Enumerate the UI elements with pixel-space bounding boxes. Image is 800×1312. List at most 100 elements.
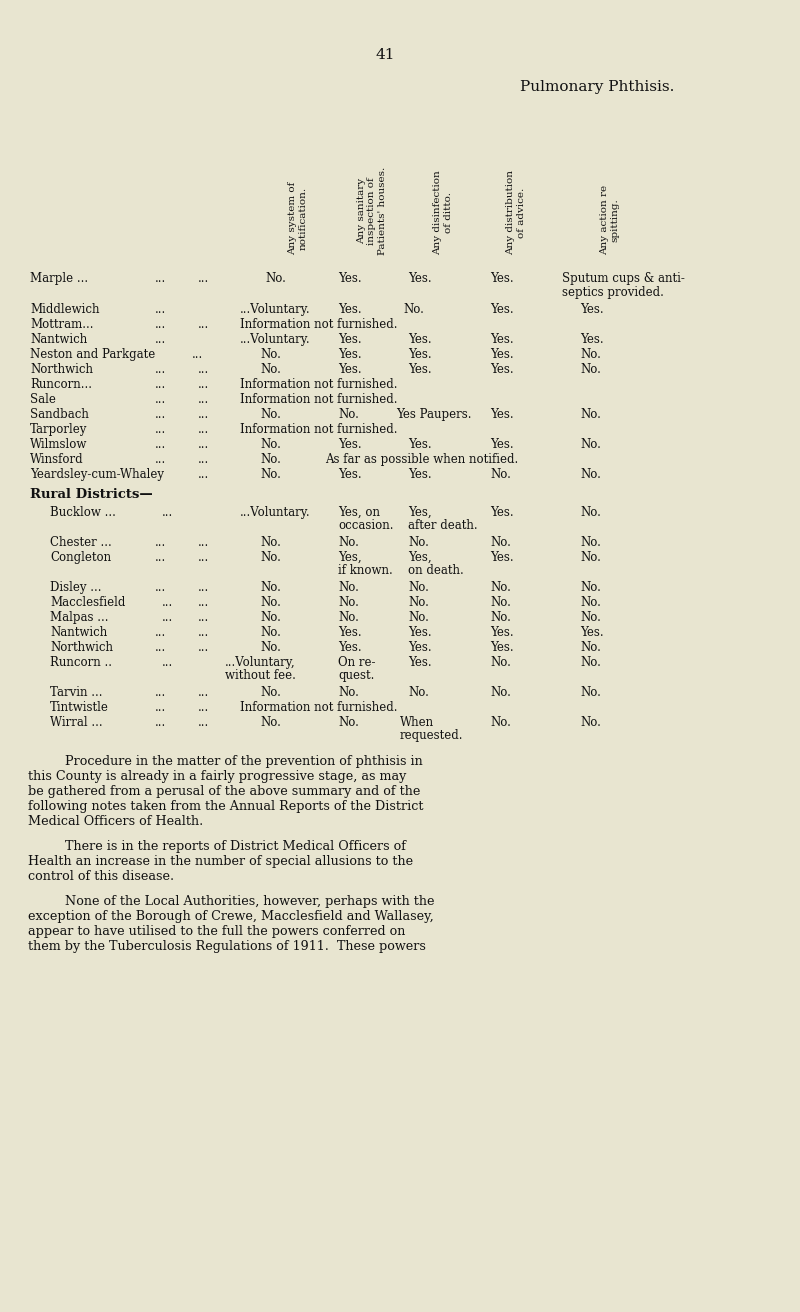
Text: No.: No. — [260, 453, 281, 466]
Text: Yes.: Yes. — [408, 272, 432, 285]
Text: Sputum cups & anti-: Sputum cups & anti- — [562, 272, 685, 285]
Text: ...: ... — [198, 611, 210, 625]
Text: ...: ... — [198, 686, 210, 699]
Text: Pulmonary Phthisis.: Pulmonary Phthisis. — [520, 80, 674, 94]
Text: ...: ... — [155, 333, 166, 346]
Text: Yes.: Yes. — [408, 363, 432, 377]
Text: Sale: Sale — [30, 394, 56, 405]
Text: Yes.: Yes. — [580, 303, 604, 316]
Text: ...: ... — [198, 537, 210, 548]
Text: Sandbach: Sandbach — [30, 408, 89, 421]
Text: Bucklow ...: Bucklow ... — [50, 506, 116, 520]
Text: Yes.: Yes. — [490, 333, 514, 346]
Text: Yes,: Yes, — [408, 506, 432, 520]
Text: No.: No. — [490, 596, 511, 609]
Text: ...: ... — [155, 686, 166, 699]
Text: ...: ... — [155, 438, 166, 451]
Text: this County is already in a fairly progressive stage, as may: this County is already in a fairly progr… — [28, 770, 406, 783]
Text: No.: No. — [580, 408, 601, 421]
Text: Yes.: Yes. — [490, 626, 514, 639]
Text: Information not furnished.: Information not furnished. — [240, 701, 398, 714]
Text: Yes.: Yes. — [408, 642, 432, 653]
Text: control of this disease.: control of this disease. — [28, 870, 174, 883]
Text: ...Voluntary.: ...Voluntary. — [240, 333, 310, 346]
Text: No.: No. — [260, 348, 281, 361]
Text: No.: No. — [260, 408, 281, 421]
Text: Middlewich: Middlewich — [30, 303, 99, 316]
Text: quest.: quest. — [338, 669, 374, 682]
Text: ...: ... — [198, 642, 210, 653]
Text: ...: ... — [155, 394, 166, 405]
Text: ...Voluntary.: ...Voluntary. — [240, 303, 310, 316]
Text: No.: No. — [338, 611, 359, 625]
Text: ...: ... — [162, 506, 174, 520]
Text: No.: No. — [490, 656, 511, 669]
Text: No.: No. — [408, 581, 429, 594]
Text: No.: No. — [403, 303, 424, 316]
Text: No.: No. — [408, 596, 429, 609]
Text: Winsford: Winsford — [30, 453, 84, 466]
Text: No.: No. — [580, 348, 601, 361]
Text: None of the Local Authorities, however, perhaps with the: None of the Local Authorities, however, … — [65, 895, 434, 908]
Text: Yes.: Yes. — [490, 303, 514, 316]
Text: ...: ... — [155, 378, 166, 391]
Text: No.: No. — [260, 686, 281, 699]
Text: No.: No. — [338, 686, 359, 699]
Text: Yes.: Yes. — [408, 438, 432, 451]
Text: Yes.: Yes. — [338, 348, 362, 361]
Text: Yes,: Yes, — [408, 551, 432, 564]
Text: Information not furnished.: Information not furnished. — [240, 394, 398, 405]
Text: No.: No. — [260, 581, 281, 594]
Text: No.: No. — [580, 656, 601, 669]
Text: ...: ... — [198, 701, 210, 714]
Text: ...: ... — [198, 438, 210, 451]
Text: Yes.: Yes. — [490, 506, 514, 520]
Text: Yes,: Yes, — [338, 551, 362, 564]
Text: after death.: after death. — [408, 520, 478, 531]
Text: Macclesfield: Macclesfield — [50, 596, 126, 609]
Text: without fee.: without fee. — [225, 669, 296, 682]
Text: Yes.: Yes. — [338, 363, 362, 377]
Text: ...: ... — [155, 363, 166, 377]
Text: No.: No. — [580, 506, 601, 520]
Text: Runcorn ..: Runcorn .. — [50, 656, 112, 669]
Text: Yes.: Yes. — [408, 656, 432, 669]
Text: requested.: requested. — [400, 729, 463, 743]
Text: Yes, on: Yes, on — [338, 506, 380, 520]
Text: ...: ... — [155, 408, 166, 421]
Text: ...: ... — [198, 596, 210, 609]
Text: No.: No. — [260, 611, 281, 625]
Text: Yes.: Yes. — [408, 348, 432, 361]
Text: Northwich: Northwich — [30, 363, 93, 377]
Text: Rural Districts—: Rural Districts— — [30, 488, 153, 501]
Text: No.: No. — [408, 537, 429, 548]
Text: No.: No. — [338, 408, 359, 421]
Text: No.: No. — [260, 642, 281, 653]
Text: ...: ... — [198, 422, 210, 436]
Text: 41: 41 — [375, 49, 394, 62]
Text: them by the Tuberculosis Regulations of 1911.  These powers: them by the Tuberculosis Regulations of … — [28, 939, 426, 953]
Text: ...: ... — [155, 716, 166, 729]
Text: ...: ... — [198, 318, 210, 331]
Text: ...: ... — [155, 626, 166, 639]
Text: Yeardsley-cum-Whaley: Yeardsley-cum-Whaley — [30, 468, 164, 482]
Text: No.: No. — [580, 686, 601, 699]
Text: occasion.: occasion. — [338, 520, 394, 531]
Text: No.: No. — [580, 438, 601, 451]
Text: No.: No. — [260, 468, 281, 482]
Text: Yes.: Yes. — [490, 408, 514, 421]
Text: ...: ... — [155, 303, 166, 316]
Text: Nantwich: Nantwich — [30, 333, 87, 346]
Text: Yes.: Yes. — [490, 363, 514, 377]
Text: Yes.: Yes. — [338, 333, 362, 346]
Text: Information not furnished.: Information not furnished. — [240, 422, 398, 436]
Text: ...: ... — [155, 581, 166, 594]
Text: Yes.: Yes. — [338, 626, 362, 639]
Text: ...: ... — [162, 656, 174, 669]
Text: No.: No. — [580, 537, 601, 548]
Text: Yes.: Yes. — [490, 642, 514, 653]
Text: be gathered from a perusal of the above summary and of the: be gathered from a perusal of the above … — [28, 785, 420, 798]
Text: Any distribution
of advice.: Any distribution of advice. — [506, 171, 526, 255]
Text: Medical Officers of Health.: Medical Officers of Health. — [28, 815, 203, 828]
Text: Procedure in the matter of the prevention of phthisis in: Procedure in the matter of the preventio… — [65, 754, 422, 768]
